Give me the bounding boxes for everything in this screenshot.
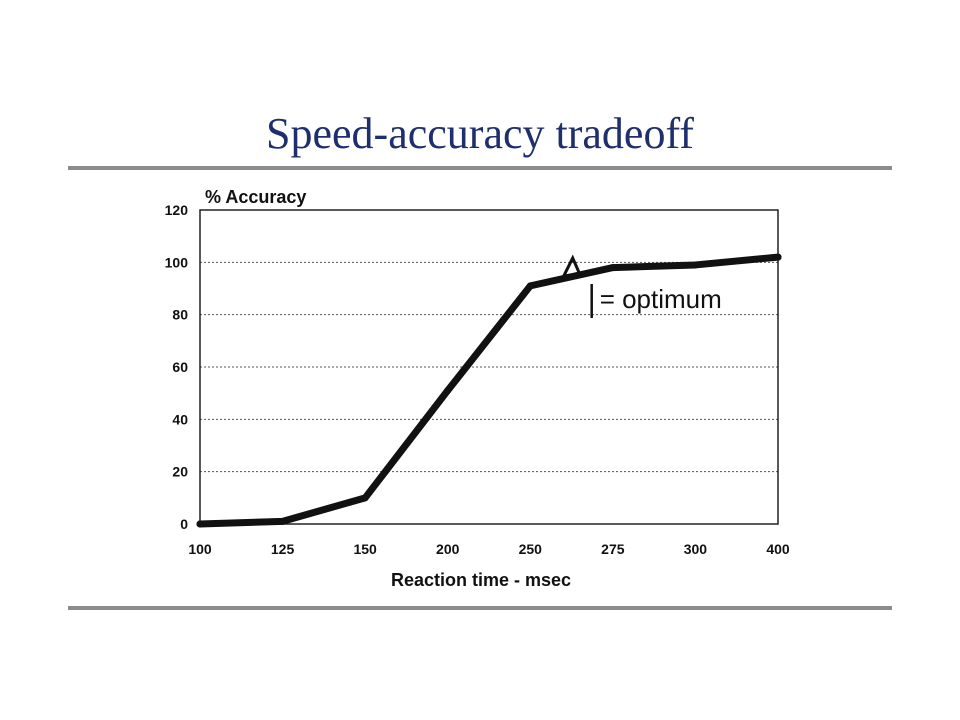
y-tick-0: 0	[180, 516, 188, 532]
optimum-annotation: = optimum	[561, 254, 722, 319]
series-line-0	[196, 253, 782, 528]
x-tick-100: 100	[188, 541, 212, 557]
y-tick-60: 60	[172, 359, 188, 375]
optimum-label: = optimum	[600, 284, 722, 314]
data-point-275	[609, 264, 617, 272]
data-point-300	[691, 261, 699, 269]
optimum-marker-triangle	[561, 254, 582, 278]
x-tick-labels: 100 125 150 200 250 275 300 400	[188, 541, 790, 557]
series-layer	[196, 253, 782, 528]
y-tick-labels: 0 20 40 60 80 100 120	[165, 202, 189, 532]
y-tick-120: 120	[165, 202, 189, 218]
x-tick-125: 125	[271, 541, 295, 557]
grid-lines	[200, 261, 778, 473]
data-point-200	[444, 387, 452, 395]
y-tick-40: 40	[172, 411, 188, 427]
y-tick-80: 80	[172, 307, 188, 323]
bottom-divider	[68, 606, 892, 610]
data-point-100	[196, 520, 204, 528]
title-divider	[68, 166, 892, 170]
x-tick-400: 400	[766, 541, 790, 557]
data-point-250	[526, 282, 534, 290]
x-tick-300: 300	[684, 541, 708, 557]
x-tick-200: 200	[436, 541, 460, 557]
x-axis-title: Reaction time - msec	[391, 570, 571, 590]
x-tick-150: 150	[353, 541, 377, 557]
y-tick-100: 100	[165, 254, 189, 270]
slide-title: Speed-accuracy tradeoff	[266, 109, 694, 158]
x-tick-275: 275	[601, 541, 625, 557]
x-tick-250: 250	[519, 541, 543, 557]
y-axis-title: % Accuracy	[205, 187, 306, 207]
y-tick-20: 20	[172, 464, 188, 480]
plot-frame	[199, 209, 779, 525]
data-point-400	[774, 253, 782, 261]
data-point-125	[279, 517, 287, 525]
data-point-150	[361, 494, 369, 502]
